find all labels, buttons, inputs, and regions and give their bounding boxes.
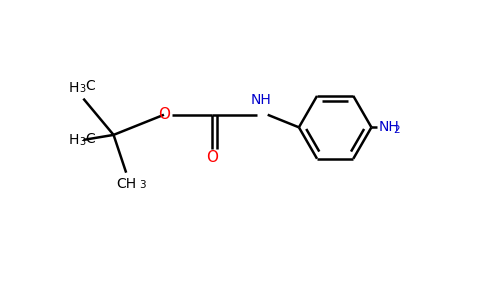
Text: 2: 2 (393, 125, 400, 135)
Text: H: H (69, 81, 79, 94)
Text: O: O (158, 107, 170, 122)
Text: CH: CH (116, 177, 136, 191)
Text: 3: 3 (139, 180, 146, 190)
Text: $_3$C: $_3$C (79, 78, 97, 94)
Text: NH: NH (379, 120, 400, 134)
Text: $_3$C: $_3$C (79, 132, 97, 148)
Text: NH: NH (250, 93, 271, 107)
Text: H: H (69, 133, 79, 147)
Text: O: O (206, 150, 218, 165)
